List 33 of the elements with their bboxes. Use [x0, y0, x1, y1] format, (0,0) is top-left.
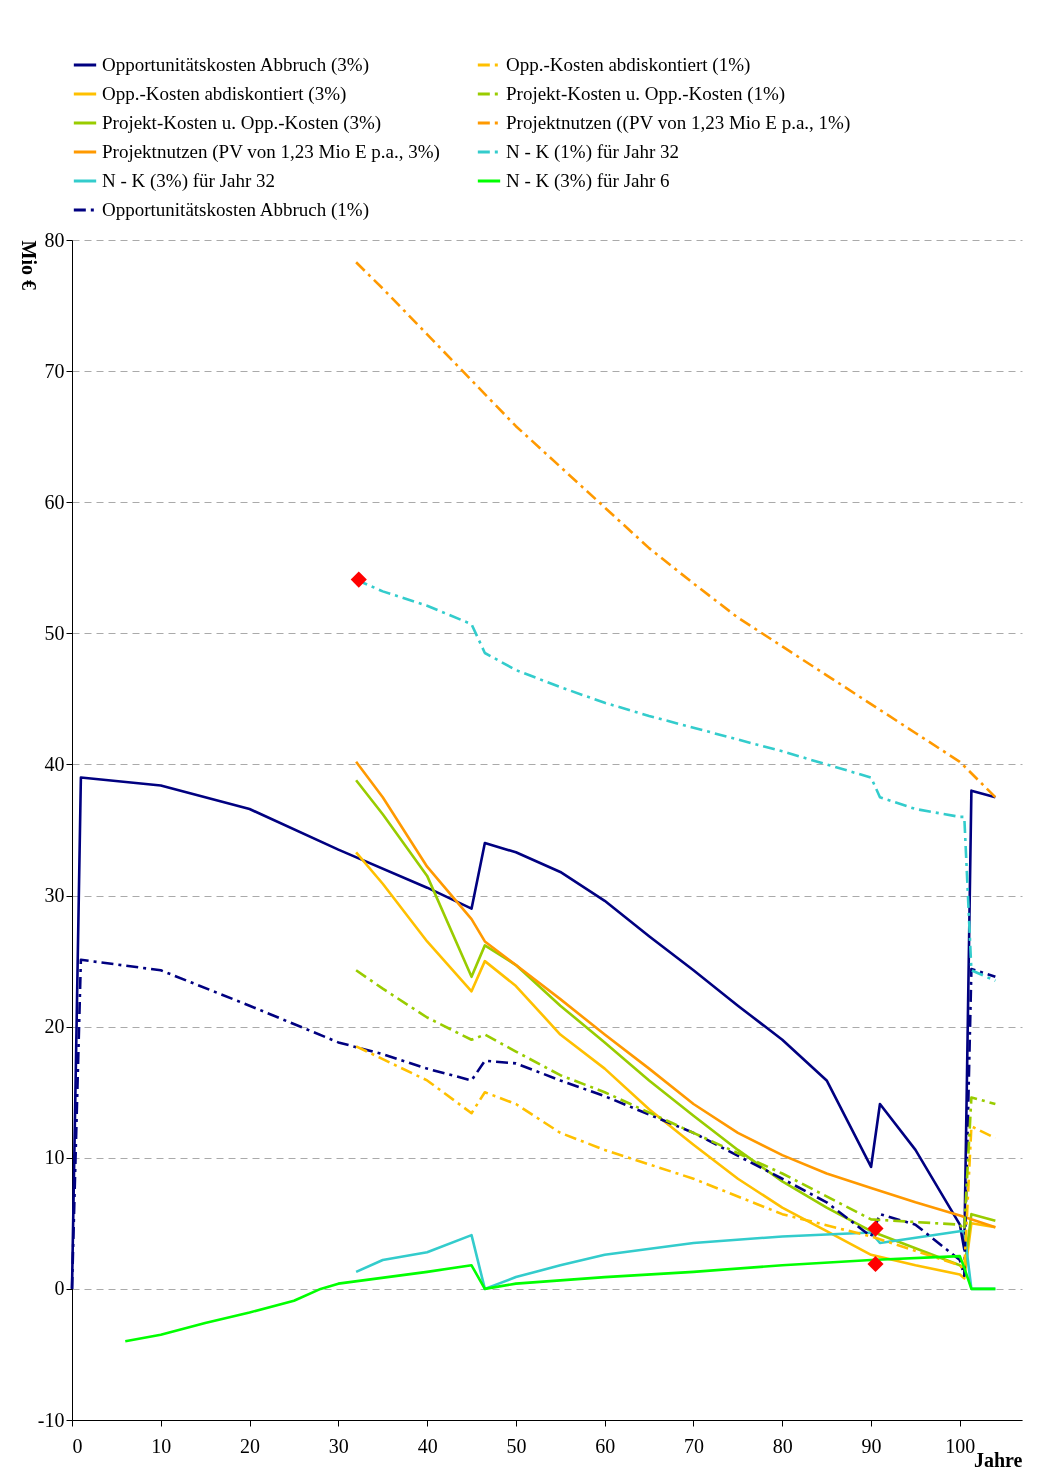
- x-tick-label: 80: [772, 1434, 793, 1457]
- legend-label: N - K (3%) für Jahr 6: [506, 170, 670, 192]
- x-tick-label: 20: [240, 1434, 261, 1457]
- y-tick-label: 10: [44, 1146, 65, 1169]
- legend-label: Opp.-Kosten abdiskontiert (3%): [102, 83, 347, 105]
- legend-label: Projekt-Kosten u. Opp.-Kosten (3%): [102, 112, 382, 134]
- y-tick-label: 0: [54, 1277, 65, 1300]
- y-tick-label: 40: [44, 752, 65, 775]
- x-tick-label: 100: [945, 1434, 976, 1457]
- x-tick-label: 60: [595, 1434, 616, 1457]
- y-axis-title: Mio €: [17, 240, 40, 290]
- legend-label: Projektnutzen (PV von 1,23 Mio E p.a., 3%): [102, 141, 440, 163]
- legend-label: N - K (1%) für Jahr 32: [506, 141, 680, 163]
- x-tick-label: 40: [417, 1434, 438, 1457]
- y-tick-label: -10: [37, 1408, 65, 1431]
- x-tick-label: 50: [506, 1434, 527, 1457]
- y-tick-label: 20: [44, 1015, 65, 1038]
- y-tick-label: 70: [44, 359, 65, 382]
- legend-label: Projekt-Kosten u. Opp.-Kosten (1%): [506, 83, 786, 105]
- x-tick-label: 70: [684, 1434, 704, 1457]
- y-tick-label: 80: [44, 228, 65, 251]
- y-tick-label: 50: [44, 621, 65, 644]
- legend-label: Opp.-Kosten abdiskontiert (1%): [506, 54, 751, 76]
- legend-label: N - K (3%) für Jahr 32: [102, 170, 276, 192]
- x-tick-label: 10: [151, 1434, 172, 1457]
- legend-label: Opportunitätskosten Abbruch (3%): [102, 54, 370, 76]
- y-tick-label: 30: [44, 884, 65, 907]
- x-tick-label: 0: [72, 1434, 83, 1457]
- x-tick-label: 90: [861, 1434, 882, 1457]
- legend-label: Opportunitätskosten Abbruch (1%): [102, 199, 370, 221]
- y-tick-label: 60: [44, 490, 65, 513]
- x-tick-label: 30: [328, 1434, 349, 1457]
- legend-label: Projektnutzen ((PV von 1,23 Mio E p.a., 1%): [506, 112, 851, 134]
